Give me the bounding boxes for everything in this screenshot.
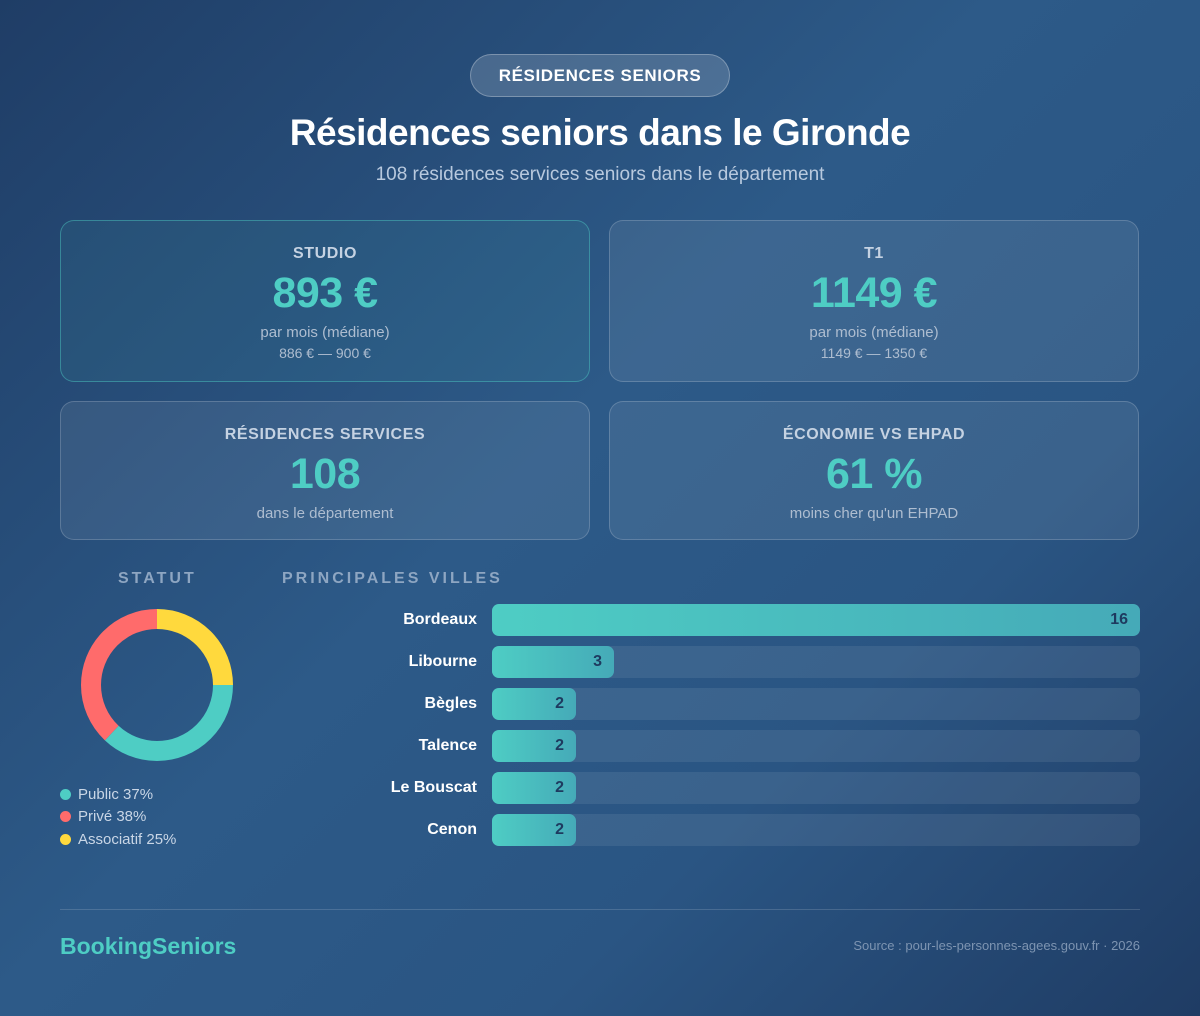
legend-item-associatif: Associatif 25% [60, 828, 176, 851]
bar-label: Cenon [427, 821, 477, 838]
card-note: dans le département [256, 505, 394, 522]
bar-value: 2 [555, 695, 564, 712]
page-subtitle: 108 résidences services seniors dans le … [375, 164, 825, 185]
bar-track: 16 [492, 604, 1140, 636]
villes-title: PRINCIPALES VILLES [282, 570, 503, 587]
card-range: 1149 € — 1350 € [820, 345, 928, 361]
legend-dot-icon [60, 811, 71, 823]
bar-track: 2 [492, 730, 1140, 762]
statut-legend: Public 37% Privé 38% Associatif 25% [60, 783, 176, 851]
donut-segment-prive [81, 609, 233, 761]
bar-track: 2 [492, 772, 1140, 804]
donut-segment-public [81, 609, 233, 761]
bar-track: 2 [492, 814, 1140, 846]
card-label: RÉSIDENCES SERVICES [224, 426, 426, 443]
card-value: 61 % [825, 450, 923, 498]
category-badge: RÉSIDENCES SENIORS [470, 54, 730, 97]
stat-card-residences: RÉSIDENCES SERVICES 108 dans le départem… [60, 401, 590, 540]
bar-value: 3 [593, 653, 602, 670]
card-value: 108 [289, 450, 361, 498]
card-note: moins cher qu'un EHPAD [789, 505, 959, 522]
bar-fill: 2 [492, 772, 576, 804]
card-value: 893 € [272, 269, 378, 317]
stat-card-studio: STUDIO 893 € par mois (médiane) 886 € — … [60, 220, 590, 382]
legend-label: Associatif 25% [78, 830, 177, 848]
card-note: par mois (médiane) [260, 324, 390, 341]
bar-fill: 16 [492, 604, 1140, 636]
bar-fill: 2 [492, 688, 576, 720]
statut-donut-chart [81, 609, 233, 761]
bar-track: 3 [492, 646, 1140, 678]
card-range: 886 € — 900 € [279, 345, 371, 361]
stat-card-t1: T1 1149 € par mois (médiane) 1149 € — 13… [609, 220, 1139, 382]
bar-row-begles: Bègles 2 [300, 688, 1140, 720]
stat-card-economie: ÉCONOMIE VS EHPAD 61 % moins cher qu'un … [609, 401, 1139, 540]
bar-label: Bègles [424, 695, 477, 712]
card-note: par mois (médiane) [809, 324, 939, 341]
bar-label: Le Bouscat [390, 779, 477, 796]
card-label: STUDIO [292, 245, 358, 262]
bar-value: 2 [555, 779, 564, 796]
page-title: Résidences seniors dans le Gironde [289, 112, 911, 153]
card-label: T1 [864, 245, 884, 262]
bar-row-talence: Talence 2 [300, 730, 1140, 762]
legend-dot-icon [60, 788, 71, 800]
bar-fill: 2 [492, 730, 576, 762]
bar-value: 2 [555, 821, 564, 838]
bar-row-cenon: Cenon 2 [300, 814, 1140, 846]
bar-label: Talence [418, 737, 477, 754]
card-value: 1149 € [810, 269, 938, 317]
legend-dot-icon [60, 833, 71, 845]
legend-label: Public 37% [78, 785, 154, 803]
bar-fill: 2 [492, 814, 576, 846]
bar-fill: 3 [492, 646, 614, 678]
bar-row-bordeaux: Bordeaux 16 [300, 604, 1140, 636]
source-text: Source : pour-les-personnes-agees.gouv.f… [853, 938, 1140, 953]
bar-value: 16 [1110, 611, 1128, 628]
brand-logo: BookingSeniors [60, 933, 237, 959]
bar-label: Libourne [408, 653, 477, 670]
legend-item-prive: Privé 38% [60, 806, 176, 829]
bar-track: 2 [492, 688, 1140, 720]
bar-value: 2 [555, 737, 564, 754]
footer-divider [60, 909, 1140, 910]
legend-label: Privé 38% [78, 808, 147, 826]
legend-item-public: Public 37% [60, 783, 176, 806]
card-label: ÉCONOMIE VS EHPAD [782, 426, 966, 443]
statut-title: STATUT [118, 570, 197, 587]
bar-label: Bordeaux [403, 611, 477, 628]
bar-row-libourne: Libourne 3 [300, 646, 1140, 678]
bar-row-le-bouscat: Le Bouscat 2 [300, 772, 1140, 804]
